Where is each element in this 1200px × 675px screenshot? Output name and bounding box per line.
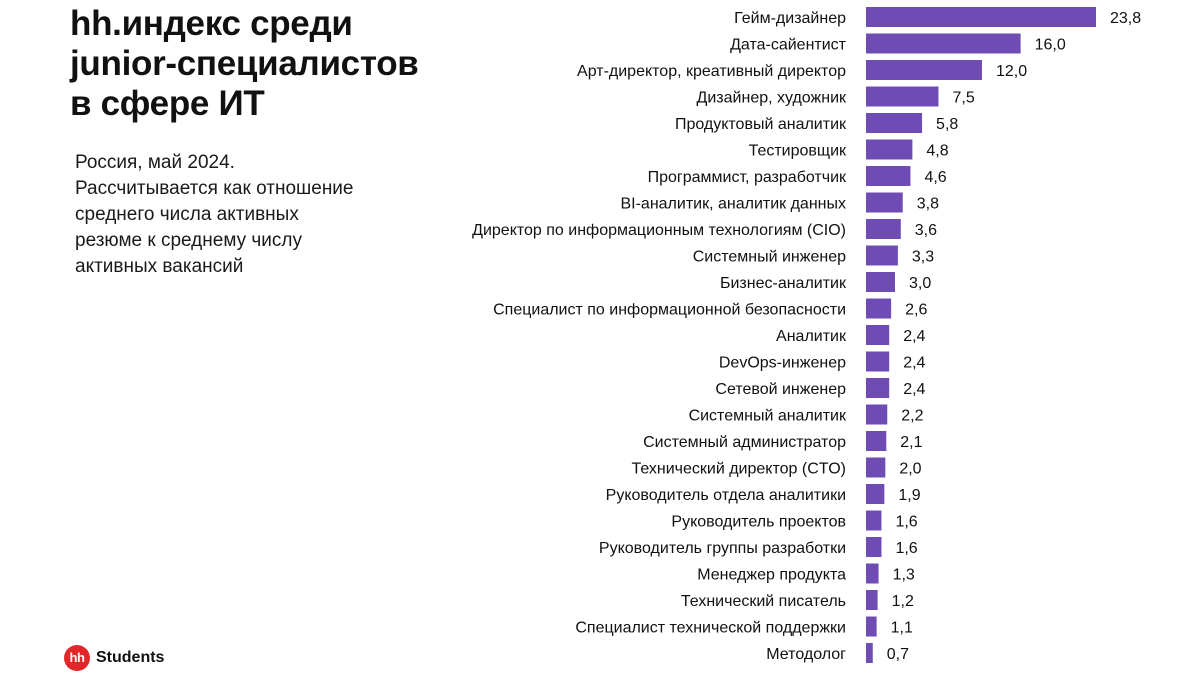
bar [866, 298, 892, 319]
bar [866, 139, 913, 160]
bar [866, 643, 873, 663]
value-label: 23,8 [1110, 10, 1141, 27]
category-label: Арт-директор, креативный директор [577, 63, 846, 80]
category-label: Специалист по информационной безопасност… [493, 302, 846, 319]
bar [866, 7, 1096, 27]
bar [866, 166, 911, 186]
bar [866, 616, 877, 637]
subtitle-line: Россия, май 2024. [75, 152, 235, 173]
category-label: Аналитик [776, 328, 847, 345]
value-label: 1,2 [892, 593, 914, 610]
value-label: 1,6 [895, 540, 917, 557]
category-label: BI-аналитик, аналитик данных [620, 196, 846, 213]
hh-logo-icon: hh [64, 645, 90, 671]
hh-students-logo: hh Students [64, 645, 164, 671]
bar [866, 60, 982, 80]
category-label: Технический писатель [681, 593, 846, 610]
title-line: junior-специалистов [70, 44, 419, 83]
category-label: Технический директор (CTO) [631, 461, 846, 478]
chart-title: hh.индекс среди junior-специалистов в сф… [70, 4, 440, 124]
category-label: Руководитель группы разработки [599, 540, 846, 557]
value-label: 3,6 [915, 222, 937, 239]
bar [866, 457, 886, 478]
bar [866, 404, 888, 425]
logo-text: Students [96, 649, 165, 666]
value-label: 2,4 [903, 381, 925, 398]
category-label: Гейм-дизайнер [734, 10, 846, 27]
value-label: 2,4 [903, 355, 925, 372]
category-label: Методолог [766, 646, 846, 663]
category-label: Руководитель проектов [671, 514, 846, 531]
bar [866, 272, 895, 292]
bar [866, 590, 878, 610]
value-label: 5,8 [936, 116, 958, 133]
value-label: 2,6 [905, 302, 927, 319]
value-label: 12,0 [996, 63, 1027, 80]
bar [866, 431, 887, 451]
value-label: 3,0 [909, 275, 931, 292]
bar [866, 33, 1021, 54]
bar [866, 484, 885, 504]
value-label: 16,0 [1035, 37, 1066, 54]
category-label: Менеджер продукта [697, 567, 846, 584]
bar [866, 351, 890, 372]
value-label: 2,4 [903, 328, 925, 345]
bar [866, 378, 890, 398]
category-label: Системный администратор [643, 434, 846, 451]
bar [866, 563, 879, 584]
value-label: 2,0 [899, 461, 921, 478]
category-label: Программист, разработчик [648, 169, 847, 186]
category-label: Руководитель отдела аналитики [606, 487, 846, 504]
bar [866, 219, 901, 239]
category-label: Директор по информационным технологиям (… [472, 222, 846, 239]
bar [866, 86, 939, 107]
value-label: 2,1 [900, 434, 922, 451]
subtitle-line: среднего числа активных [75, 204, 299, 225]
chart-subtitle: Россия, май 2024. Рассчитывается как отн… [75, 150, 405, 280]
value-label: 4,6 [924, 169, 946, 186]
category-label: Продуктовый аналитик [675, 116, 847, 133]
value-label: 3,8 [917, 196, 939, 213]
category-label: DevOps-инженер [719, 355, 846, 372]
value-label: 1,3 [893, 567, 915, 584]
category-label: Системный аналитик [689, 408, 847, 425]
category-label: Бизнес-аналитик [720, 275, 847, 292]
category-label: Сетевой инженер [715, 381, 846, 398]
category-label: Системный инженер [693, 249, 846, 266]
bar [866, 510, 882, 531]
category-label: Дата-сайентист [730, 37, 847, 54]
bar [866, 245, 898, 266]
value-label: 7,5 [952, 90, 974, 107]
value-label: 4,8 [926, 143, 948, 160]
category-label: Тестировщик [749, 143, 847, 160]
bar [866, 325, 890, 345]
subtitle-line: резюме к среднему числу [75, 230, 302, 251]
value-label: 3,3 [912, 249, 934, 266]
title-line: hh.индекс среди [70, 4, 353, 43]
category-label: Специалист технической поддержки [575, 620, 846, 637]
subtitle-line: активных вакансий [75, 256, 244, 277]
value-label: 1,6 [895, 514, 917, 531]
bar [866, 113, 923, 133]
value-label: 0,7 [887, 646, 909, 663]
subtitle-line: Рассчитывается как отношение [75, 178, 354, 199]
value-label: 2,2 [901, 408, 923, 425]
value-label: 1,9 [898, 487, 920, 504]
bar [866, 537, 882, 557]
bar [866, 192, 903, 213]
title-line: в сфере ИТ [70, 84, 265, 123]
value-label: 1,1 [891, 620, 913, 637]
category-label: Дизайнер, художник [697, 90, 847, 107]
